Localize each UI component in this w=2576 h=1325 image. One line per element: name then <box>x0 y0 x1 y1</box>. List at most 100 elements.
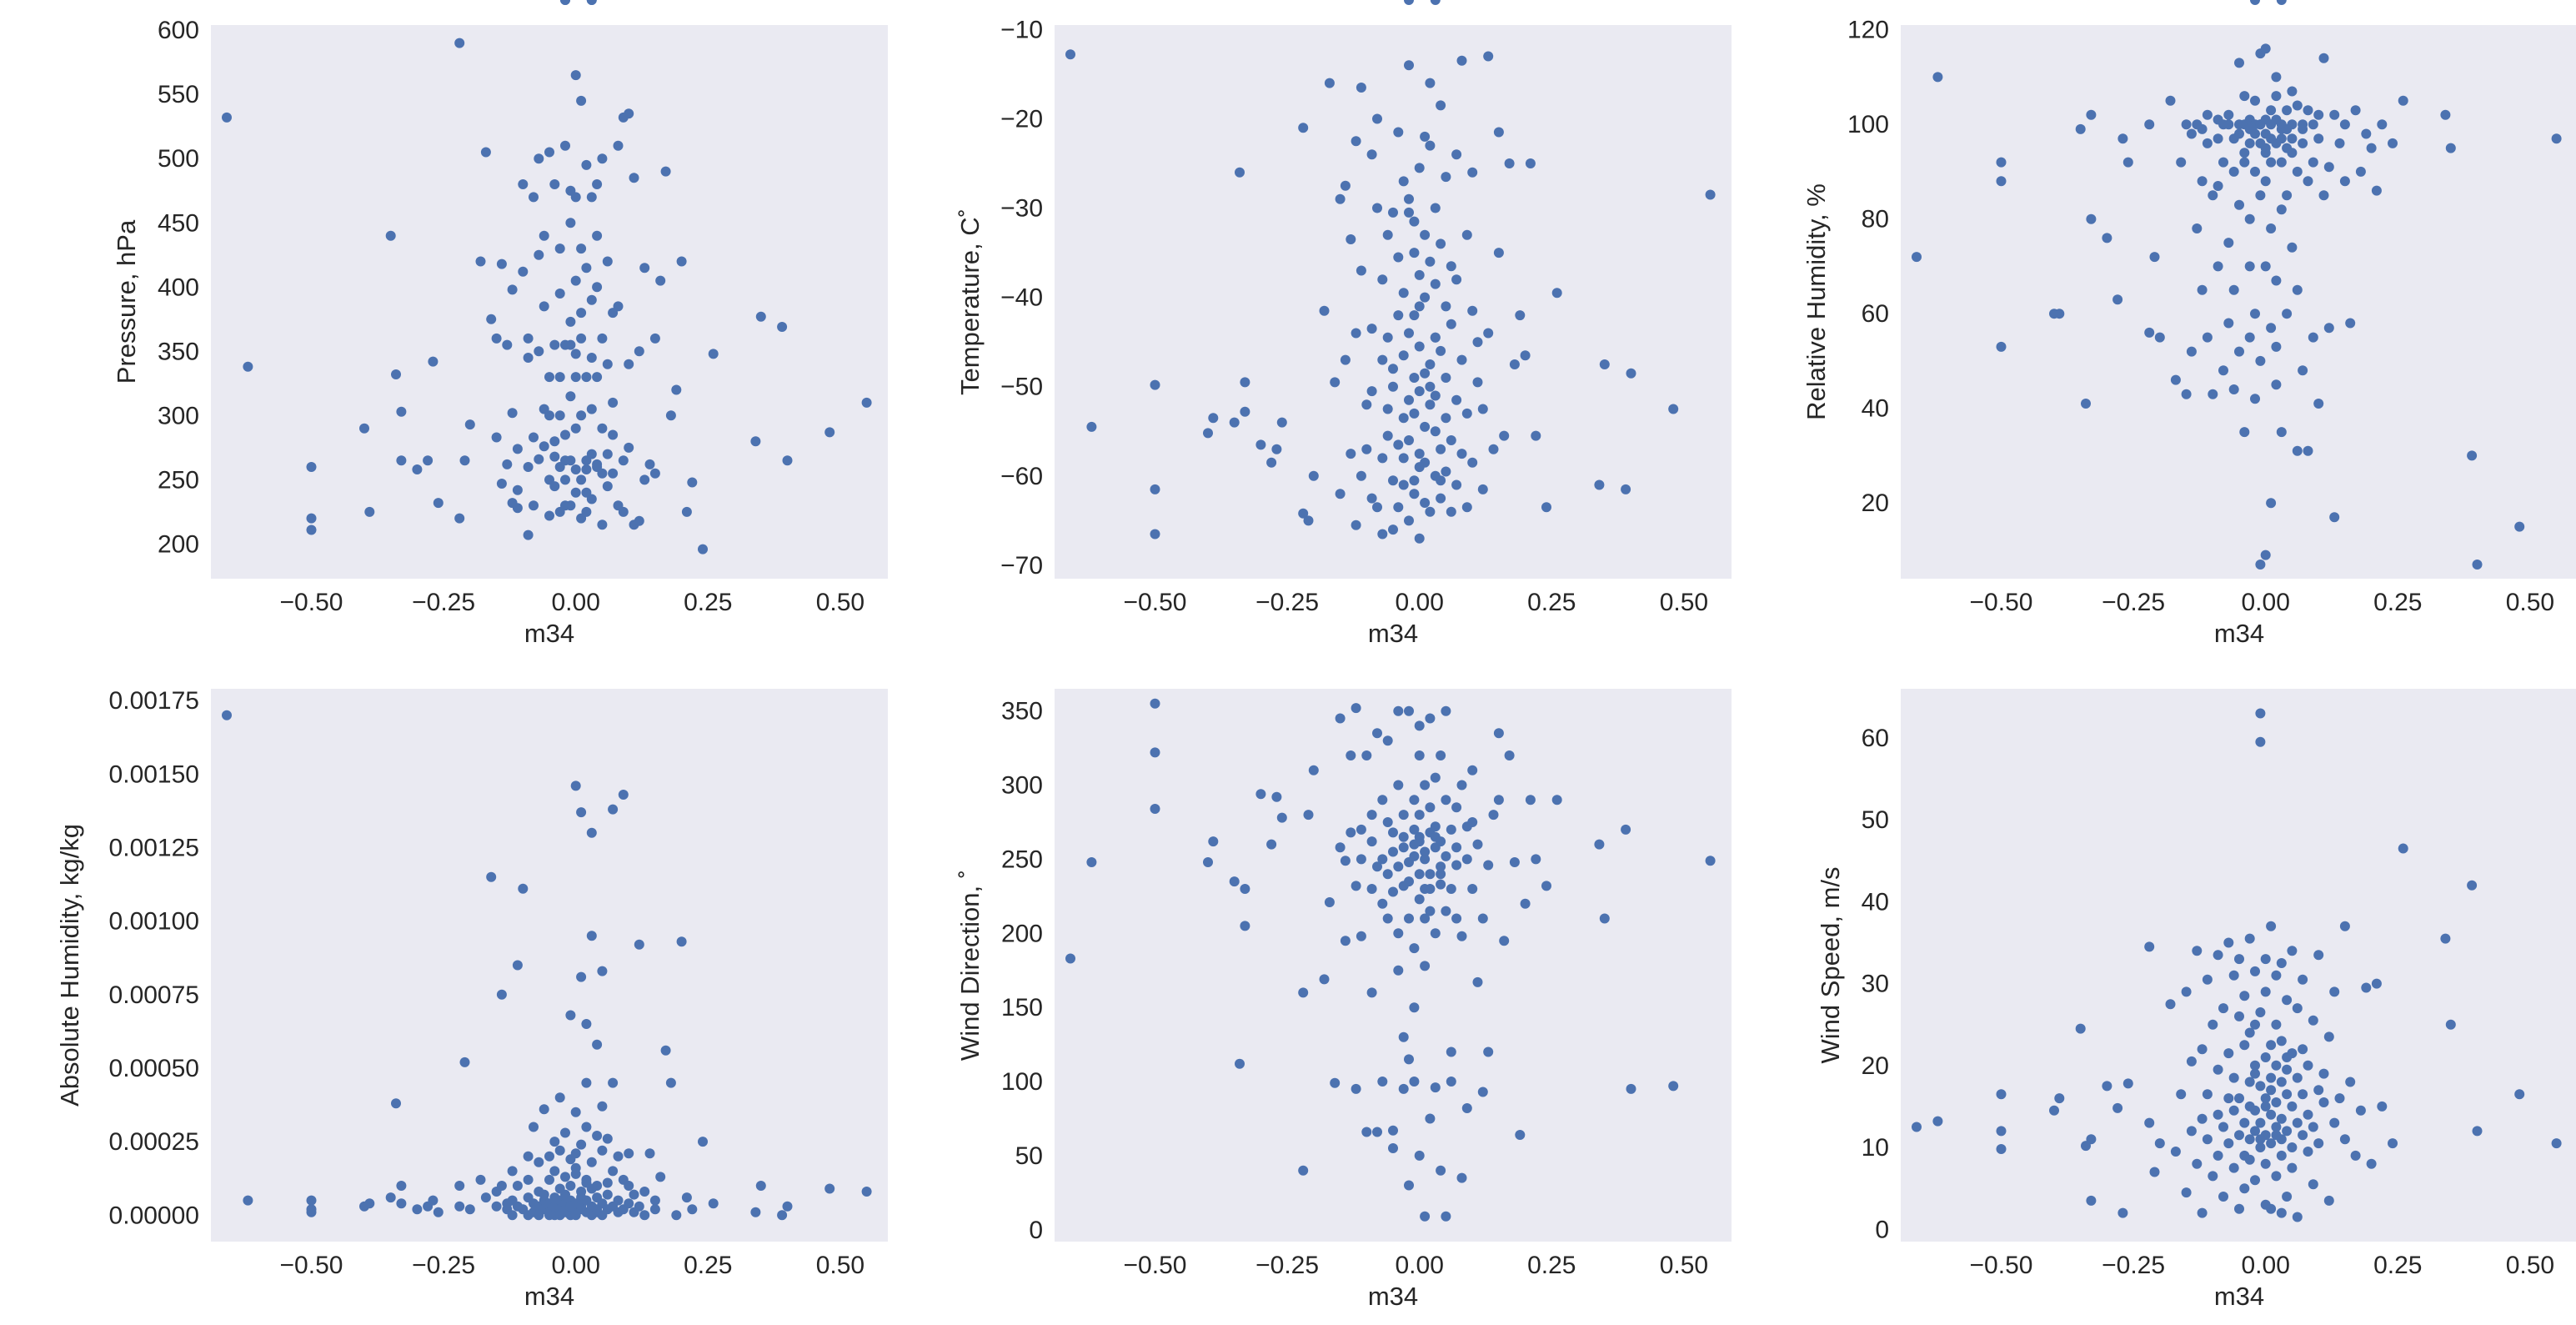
data-point <box>486 871 497 882</box>
data-point <box>1599 359 1610 369</box>
data-point <box>2361 982 2372 993</box>
data-point <box>1436 345 1446 356</box>
data-point <box>1420 780 1431 790</box>
data-point <box>2266 1138 2277 1149</box>
data-point <box>1541 881 1551 891</box>
data-point <box>1351 1083 1361 1094</box>
data-point <box>570 1168 581 1179</box>
data-point <box>1996 157 2007 168</box>
y-tick-label: 350 <box>1001 698 1043 725</box>
y-tick-labels: −70 −60 −50 −40 −30 −20 −10 <box>1000 16 1043 580</box>
data-point <box>2287 946 2298 956</box>
data-point <box>1420 421 1431 432</box>
data-point <box>544 410 554 421</box>
data-point <box>634 939 644 950</box>
data-point <box>2197 1207 2208 1218</box>
data-point <box>565 218 576 228</box>
data-point <box>491 432 502 443</box>
data-point <box>1208 836 1219 847</box>
data-point <box>1414 341 1425 352</box>
data-point <box>1393 861 1404 872</box>
data-point <box>2186 1126 2197 1137</box>
data-point <box>1461 408 1472 419</box>
data-point <box>1436 100 1446 111</box>
data-point <box>2244 213 2255 224</box>
data-point <box>2271 1171 2282 1182</box>
data-point <box>1493 795 1504 806</box>
data-point <box>2197 284 2208 295</box>
data-points <box>222 0 872 1221</box>
x-tick-label: −0.50 <box>1970 1252 2033 1279</box>
data-point <box>534 249 544 260</box>
data-point <box>1377 453 1388 464</box>
data-point <box>2260 1052 2271 1062</box>
data-point <box>570 275 581 286</box>
panel-absolute-humidity: −0.50 −0.25 0.00 0.25 0.50 0.000000.000250.0… <box>55 0 888 1311</box>
data-point <box>560 474 570 485</box>
data-point <box>1515 1130 1526 1140</box>
data-point <box>565 391 576 402</box>
data-point <box>570 192 581 203</box>
data-point <box>1377 854 1388 865</box>
data-point <box>639 1210 650 1221</box>
data-point <box>2197 1044 2208 1055</box>
data-point <box>2371 185 2382 196</box>
data-point <box>507 284 518 295</box>
data-point <box>1404 394 1414 405</box>
data-point <box>1340 856 1351 866</box>
data-point <box>782 1201 793 1212</box>
data-point <box>1208 413 1219 424</box>
data-point <box>549 1137 560 1147</box>
data-point <box>1499 430 1510 441</box>
data-point <box>2112 1102 2123 1113</box>
data-point <box>629 173 639 183</box>
data-point <box>565 316 576 327</box>
data-point <box>2244 1077 2255 1087</box>
data-point <box>1303 515 1314 526</box>
data-point <box>634 1201 644 1212</box>
data-point <box>2208 1171 2218 1182</box>
data-point <box>1366 386 1377 397</box>
data-point <box>2329 512 2340 523</box>
data-point <box>1393 928 1404 939</box>
y-tick-label: 0.00100 <box>109 908 199 936</box>
y-tick-label: 0.00175 <box>109 687 199 715</box>
data-point <box>391 1098 401 1109</box>
x-tick-labels: −0.50 −0.25 0.00 0.25 0.50 <box>280 589 865 616</box>
data-point <box>581 1019 592 1029</box>
data-point <box>512 1181 523 1191</box>
data-point <box>1509 359 1520 369</box>
data-point <box>396 1181 407 1191</box>
data-point <box>1436 493 1446 504</box>
data-point <box>2323 1195 2334 1206</box>
y-axis-label: Relative Humidity, % <box>1802 183 1831 420</box>
data-point <box>2239 157 2250 168</box>
data-point <box>2213 1064 2223 1075</box>
data-point <box>597 1101 608 1112</box>
data-point <box>2250 95 2260 106</box>
data-point <box>2303 1109 2313 1120</box>
data-point <box>1366 836 1377 847</box>
data-point <box>502 339 513 350</box>
y-axis-label: Wind Speed, m/s <box>1816 866 1845 1063</box>
data-point <box>1404 913 1414 924</box>
data-point <box>2271 1019 2282 1030</box>
data-point <box>1420 368 1431 379</box>
data-point <box>1382 332 1393 343</box>
data-point <box>565 1181 576 1191</box>
data-point <box>2228 384 2239 394</box>
data-point <box>2355 166 2366 177</box>
data-point <box>1430 772 1441 783</box>
data-point <box>2255 1007 2266 1017</box>
x-tick-label: −0.50 <box>1124 1252 1187 1279</box>
data-point <box>581 1077 592 1088</box>
data-point <box>2228 1162 2239 1173</box>
data-point <box>2318 1068 2329 1079</box>
data-point <box>1308 765 1319 775</box>
data-point <box>1388 475 1398 486</box>
data-point <box>1483 1046 1494 1057</box>
data-point <box>2250 1126 2260 1137</box>
data-point <box>1388 381 1398 392</box>
data-point <box>698 544 708 555</box>
data-point <box>2260 1093 2271 1104</box>
